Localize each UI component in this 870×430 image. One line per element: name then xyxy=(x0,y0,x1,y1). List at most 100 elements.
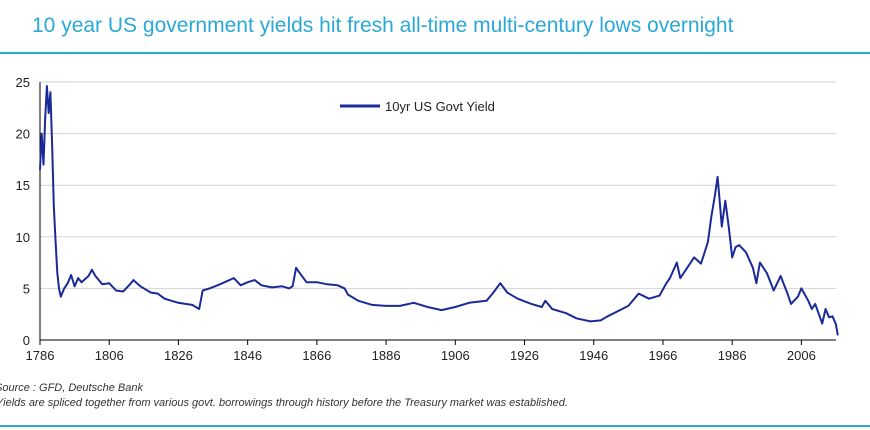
title-divider xyxy=(0,52,870,54)
x-tick-label-1966: 1966 xyxy=(648,348,677,360)
data-point-33 xyxy=(177,302,180,304)
data-point-79 xyxy=(599,319,602,322)
data-point-48 xyxy=(288,287,291,290)
data-point-37 xyxy=(201,289,204,292)
data-point-116 xyxy=(811,308,813,310)
data-point-47 xyxy=(281,285,284,288)
data-point-12 xyxy=(60,295,62,298)
data-point-118 xyxy=(821,322,823,325)
y-tick-label-15: 15 xyxy=(16,178,30,193)
data-point-17 xyxy=(77,277,79,279)
data-point-43 xyxy=(246,281,249,283)
x-tick-label-1886: 1886 xyxy=(372,348,401,360)
data-point-18 xyxy=(80,281,83,283)
legend: 10yr US Govt Yield xyxy=(340,99,495,114)
data-point-57 xyxy=(347,293,349,296)
series-layer xyxy=(39,85,839,336)
data-point-4 xyxy=(46,85,48,87)
data-point-115 xyxy=(807,300,810,302)
data-point-52 xyxy=(305,281,308,283)
data-point-11 xyxy=(58,287,60,290)
data-point-82 xyxy=(627,305,630,307)
data-point-113 xyxy=(797,295,799,298)
data-point-85 xyxy=(658,294,661,297)
data-point-23 xyxy=(108,282,110,284)
data-point-29 xyxy=(149,291,152,294)
data-point-46 xyxy=(271,286,273,289)
x-tick-label-2006: 2006 xyxy=(787,348,816,360)
data-point-72 xyxy=(530,303,533,305)
data-point-100 xyxy=(727,225,730,228)
data-point-63 xyxy=(426,306,429,308)
y-tick-label-5: 5 xyxy=(23,281,30,296)
data-point-54 xyxy=(326,283,329,286)
data-point-61 xyxy=(399,305,401,307)
x-tick-label-1846: 1846 xyxy=(233,348,262,360)
data-point-19 xyxy=(87,275,90,277)
data-point-2 xyxy=(42,163,45,166)
data-point-91 xyxy=(693,256,695,259)
data-point-119 xyxy=(824,308,827,310)
data-point-86 xyxy=(665,282,668,284)
data-point-65 xyxy=(454,306,457,308)
data-point-9 xyxy=(54,241,57,243)
data-point-40 xyxy=(226,280,228,282)
gridlines xyxy=(40,81,836,289)
data-point-34 xyxy=(184,303,187,305)
data-point-112 xyxy=(790,303,792,305)
data-point-89 xyxy=(679,277,682,279)
data-point-27 xyxy=(132,279,135,281)
x-tick-label-1986: 1986 xyxy=(718,348,747,360)
data-point-36 xyxy=(198,308,200,310)
data-point-55 xyxy=(336,284,339,287)
data-point-103 xyxy=(738,244,740,246)
data-point-16 xyxy=(73,285,76,288)
data-point-35 xyxy=(191,304,194,306)
y-tick-label-0: 0 xyxy=(23,333,30,348)
splice-note: Yields are spliced together from various… xyxy=(0,397,568,409)
data-point-88 xyxy=(676,261,678,264)
data-point-96 xyxy=(716,176,719,178)
yield-line-chart: 0 5 10 15 20 25 1786 1806 1826 1846 1866 1886 1906 19… xyxy=(16,75,839,360)
data-point-56 xyxy=(343,287,346,290)
data-point-64 xyxy=(440,309,443,311)
data-point-75 xyxy=(551,308,553,310)
x-tick-label-1906: 1906 xyxy=(441,348,470,360)
data-point-50 xyxy=(295,267,297,269)
data-point-84 xyxy=(648,297,650,300)
data-point-59 xyxy=(371,304,374,306)
data-point-32 xyxy=(170,300,173,302)
data-point-70 xyxy=(506,291,509,294)
data-point-8 xyxy=(53,205,55,207)
data-point-49 xyxy=(291,285,294,288)
data-point-24 xyxy=(115,289,117,292)
data-point-62 xyxy=(413,302,415,304)
data-point-69 xyxy=(499,282,502,284)
data-point-97 xyxy=(719,205,721,207)
data-point-71 xyxy=(516,297,519,300)
data-point-92 xyxy=(700,262,702,265)
data-point-80 xyxy=(606,315,609,318)
data-point-114 xyxy=(800,287,803,290)
x-tick-label-1786: 1786 xyxy=(26,348,55,360)
data-point-0 xyxy=(39,168,41,171)
data-point-107 xyxy=(759,261,761,264)
data-point-105 xyxy=(752,267,754,269)
y-tick-label-20: 20 xyxy=(16,127,30,142)
data-point-120 xyxy=(828,316,830,319)
x-tick-label-1826: 1826 xyxy=(164,348,193,360)
data-point-21 xyxy=(94,275,97,277)
data-point-20 xyxy=(91,269,93,271)
chart-title: 10 year US government yields hit fresh a… xyxy=(32,14,734,37)
data-point-45 xyxy=(260,284,263,287)
data-point-122 xyxy=(835,323,837,326)
data-point-7 xyxy=(51,143,53,145)
data-point-98 xyxy=(721,225,723,228)
data-point-3 xyxy=(44,117,46,119)
data-point-106 xyxy=(755,282,758,284)
data-point-13 xyxy=(63,287,65,290)
data-point-26 xyxy=(129,283,131,286)
data-point-76 xyxy=(565,312,567,314)
data-point-1 xyxy=(40,132,43,135)
tick-labels: 0 5 10 15 20 25 1786 1806 1826 1846 1866 1886 1906 19… xyxy=(16,75,816,360)
